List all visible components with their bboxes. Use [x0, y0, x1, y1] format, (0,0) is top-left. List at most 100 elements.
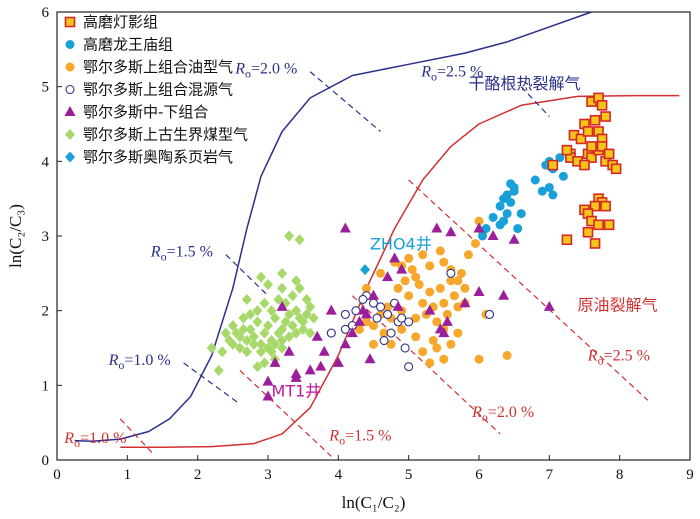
annotation-label: MT1井	[272, 382, 322, 401]
data-point	[360, 264, 371, 276]
data-point	[473, 286, 485, 296]
data-point	[304, 364, 316, 375]
data-point	[326, 328, 336, 338]
legend-label: 鄂尔多斯上古生界煤型气	[83, 126, 248, 144]
ro-isoline-label: Ro=2.0 %	[234, 61, 297, 81]
data-point	[358, 294, 368, 305]
data-point	[259, 357, 270, 369]
data-point	[376, 268, 386, 278]
data-point	[383, 302, 393, 312]
data-point	[277, 335, 288, 347]
data-point	[484, 309, 495, 319]
ro-isoline-label: Ro=2.5 %	[420, 64, 483, 84]
data-point	[270, 312, 281, 324]
data-point	[439, 257, 449, 267]
annotation-label: ZHO4井	[370, 234, 432, 253]
data-point	[291, 275, 302, 287]
data-point	[284, 331, 295, 343]
data-point	[220, 327, 231, 339]
ro-isoline	[408, 179, 649, 401]
data-point	[263, 320, 273, 332]
data-point	[397, 313, 407, 323]
data-point	[361, 283, 371, 293]
data-point	[558, 171, 568, 181]
x-tick-label: 7	[546, 467, 554, 483]
data-point	[470, 238, 480, 248]
data-point	[65, 151, 75, 163]
data-point	[481, 224, 491, 234]
data-point	[438, 327, 450, 338]
data-point	[255, 271, 266, 283]
ro-isoline	[119, 418, 153, 453]
ro-isoline	[183, 362, 241, 405]
data-point	[603, 148, 615, 160]
data-point	[396, 263, 408, 274]
data-point	[298, 323, 309, 335]
legend-item: 鄂尔多斯上古生界煤型气	[65, 126, 248, 144]
data-point	[397, 324, 407, 334]
data-point	[361, 317, 371, 327]
x-tick-label: 4	[335, 467, 343, 483]
data-point	[488, 212, 498, 222]
data-point	[325, 304, 337, 315]
y-tick-label: 5	[42, 80, 50, 96]
data-point	[579, 159, 590, 171]
data-point	[65, 62, 75, 72]
data-point	[315, 360, 327, 371]
data-point	[238, 312, 249, 324]
data-point	[439, 354, 449, 364]
data-point	[389, 252, 401, 263]
legend-item: 高磨灯影组	[64, 13, 158, 31]
data-point	[506, 197, 516, 207]
x-tick-label: 0	[53, 467, 61, 483]
data-point	[248, 331, 259, 343]
data-point	[318, 345, 330, 356]
data-point	[353, 315, 365, 326]
data-point	[439, 298, 449, 308]
data-point	[502, 209, 512, 219]
x-tick-label: 5	[405, 467, 413, 483]
legend-item: 高磨龙王庙组	[65, 36, 173, 54]
data-point	[375, 302, 386, 312]
data-point	[65, 40, 75, 49]
data-point	[206, 342, 217, 354]
data-point	[263, 279, 273, 291]
legend-item: 鄂尔多斯奥陶系页岩气	[65, 148, 233, 166]
data-point	[589, 114, 601, 126]
data-point	[453, 328, 463, 338]
data-point	[537, 186, 547, 196]
data-point	[266, 346, 277, 358]
ro-isoline	[520, 86, 550, 117]
x-tick-label: 1	[124, 467, 132, 483]
data-point	[386, 339, 396, 349]
ro-isoline-label: Ro=1.5 %	[328, 427, 391, 447]
legend-label: 鄂尔多斯奥陶系页岩气	[83, 148, 233, 166]
data-point	[404, 317, 414, 327]
data-point	[252, 316, 263, 328]
y-tick-label: 2	[42, 304, 50, 320]
data-point	[445, 226, 457, 237]
data-point	[213, 364, 224, 376]
data-point	[364, 353, 376, 364]
data-point	[298, 316, 309, 328]
data-point	[600, 111, 611, 122]
data-point	[368, 289, 379, 300]
trend-curve	[120, 94, 680, 449]
data-point	[393, 283, 403, 293]
data-point	[287, 320, 298, 332]
data-point	[418, 298, 428, 308]
data-point	[502, 350, 512, 360]
data-point	[456, 268, 466, 278]
data-point	[382, 271, 394, 282]
legend-item: 鄂尔多斯中-下组合	[64, 103, 208, 121]
data-point	[291, 327, 302, 339]
curves-layer	[74, 11, 680, 449]
legend-label: 高磨龙王庙组	[83, 36, 173, 54]
x-tick-label: 3	[264, 467, 272, 483]
data-point	[548, 190, 558, 200]
data-point	[227, 338, 238, 350]
data-point	[432, 343, 442, 353]
data-point	[474, 354, 484, 364]
